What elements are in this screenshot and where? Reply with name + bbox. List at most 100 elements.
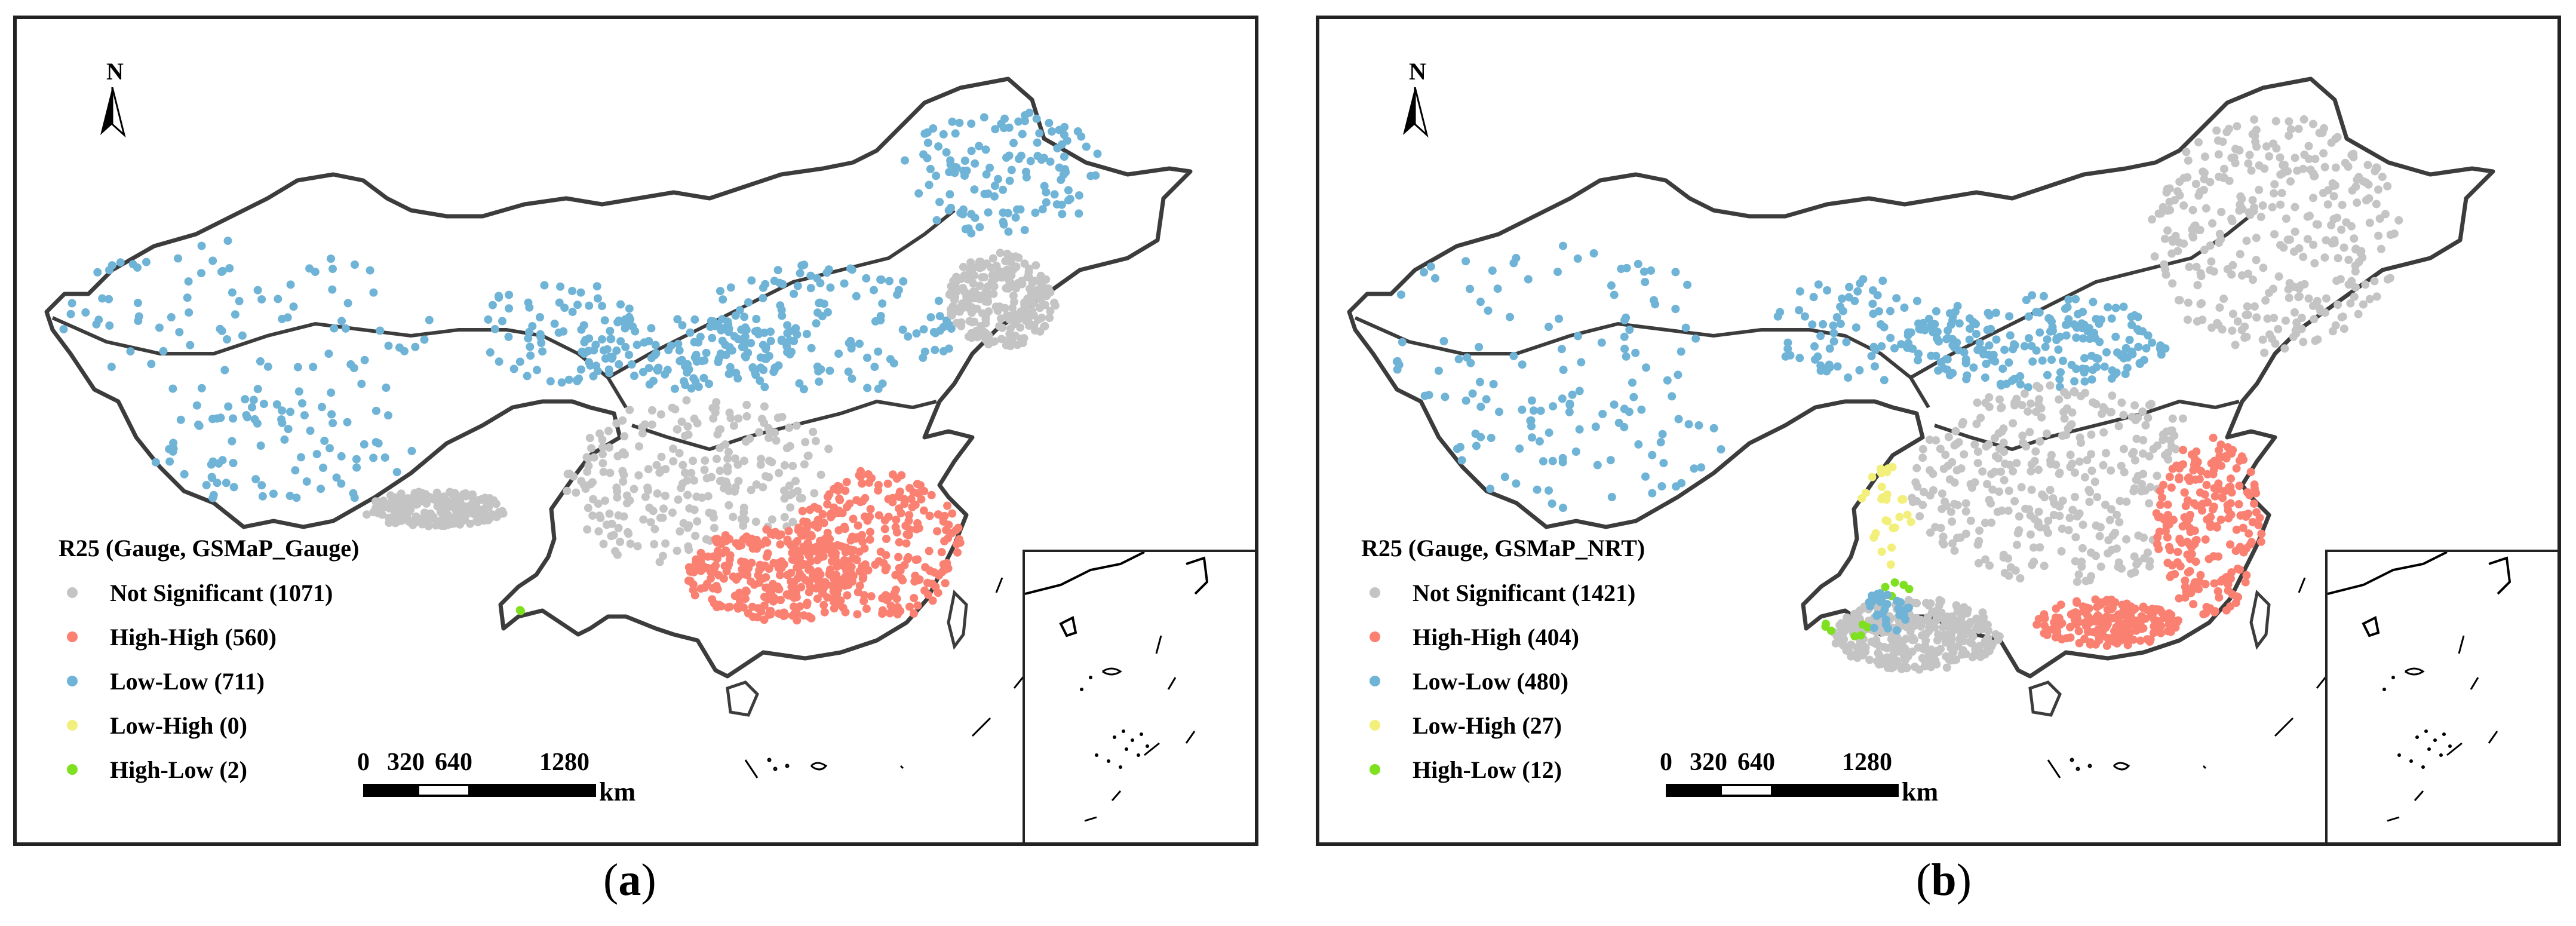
station-point — [2203, 515, 2212, 524]
station-point — [2209, 267, 2218, 276]
station-point — [2138, 449, 2147, 458]
station-point — [2331, 134, 2340, 143]
station-point — [711, 561, 720, 570]
station-point — [1042, 292, 1051, 301]
station-point — [2146, 483, 2155, 492]
station-point — [1598, 410, 1607, 418]
station-point — [2200, 152, 2209, 161]
station-point — [853, 588, 862, 597]
internal-boundary-2 — [1934, 399, 2240, 452]
station-point — [604, 427, 613, 436]
station-point — [2062, 331, 2071, 340]
station-point — [595, 511, 604, 520]
station-point — [759, 294, 767, 302]
station-point — [650, 525, 659, 533]
station-point — [984, 208, 993, 217]
station-point — [2162, 188, 2171, 197]
station-point — [2184, 298, 2193, 307]
station-point — [733, 604, 742, 613]
station-point — [2046, 486, 2055, 495]
station-point — [2122, 497, 2131, 506]
station-point — [1663, 376, 1672, 385]
station-point — [741, 352, 750, 360]
station-point — [737, 514, 746, 523]
station-point — [734, 572, 743, 581]
station-point — [625, 304, 634, 313]
station-point — [988, 254, 997, 263]
station-point — [2226, 540, 2234, 549]
station-point — [811, 437, 820, 446]
station-point — [1972, 330, 1981, 339]
station-point — [1881, 582, 1890, 591]
station-point — [1488, 266, 1497, 275]
station-point — [776, 596, 785, 605]
station-point — [2280, 344, 2289, 353]
station-point — [1064, 186, 1073, 195]
station-point — [555, 298, 564, 307]
station-point — [278, 418, 287, 427]
station-point — [2313, 335, 2322, 344]
station-point — [479, 505, 487, 514]
station-point — [2231, 599, 2240, 608]
station-point — [1844, 373, 1853, 382]
station-point — [250, 415, 259, 424]
station-point — [849, 514, 858, 523]
station-point — [176, 415, 185, 424]
station-point — [214, 459, 223, 468]
station-point — [802, 330, 811, 339]
station-point — [1974, 559, 1983, 568]
station-point — [223, 335, 231, 344]
station-point — [2227, 568, 2236, 577]
station-point — [690, 476, 699, 485]
station-point — [1890, 578, 1899, 587]
station-point — [1037, 313, 1046, 322]
station-point — [337, 317, 346, 326]
station-point — [844, 367, 853, 376]
legend-count: (27) — [1522, 712, 1562, 739]
station-point — [916, 481, 925, 490]
station-point — [1773, 312, 1782, 321]
station-point — [848, 532, 857, 541]
station-point — [369, 288, 378, 297]
station-point — [1658, 430, 1667, 439]
station-point — [1976, 413, 1985, 422]
station-point — [379, 503, 388, 512]
station-point — [1650, 296, 1658, 305]
station-point — [1989, 355, 1998, 364]
station-point — [474, 496, 483, 504]
station-point — [1850, 632, 1859, 641]
station-point — [1913, 482, 1922, 491]
station-point — [1684, 420, 1693, 429]
station-point — [2361, 280, 2370, 289]
station-point — [1983, 480, 1991, 489]
station-point — [395, 505, 404, 513]
station-point — [1819, 320, 1828, 329]
station-point — [2040, 621, 2049, 630]
station-point — [967, 210, 976, 219]
station-point — [328, 285, 337, 294]
station-point — [498, 317, 506, 326]
station-point — [606, 327, 615, 335]
station-point — [708, 595, 717, 604]
station-point — [415, 487, 423, 496]
station-point — [822, 268, 831, 277]
station-point — [945, 190, 954, 199]
station-point — [2310, 172, 2319, 181]
station-point — [2090, 477, 2099, 486]
station-point — [2153, 540, 2161, 548]
station-point — [2342, 218, 2351, 227]
legend-item: High-High (404) — [1361, 615, 1645, 659]
station-point — [526, 342, 535, 351]
station-point — [352, 463, 361, 472]
station-point — [2244, 269, 2252, 278]
station-point — [2348, 186, 2357, 195]
station-point — [1575, 387, 1584, 395]
station-point — [716, 444, 724, 452]
station-point — [1026, 284, 1034, 293]
station-point — [241, 395, 250, 404]
station-point — [810, 502, 819, 511]
station-point — [2163, 226, 2172, 235]
station-point — [207, 460, 216, 469]
station-point — [586, 361, 595, 370]
station-point — [1597, 338, 1606, 347]
